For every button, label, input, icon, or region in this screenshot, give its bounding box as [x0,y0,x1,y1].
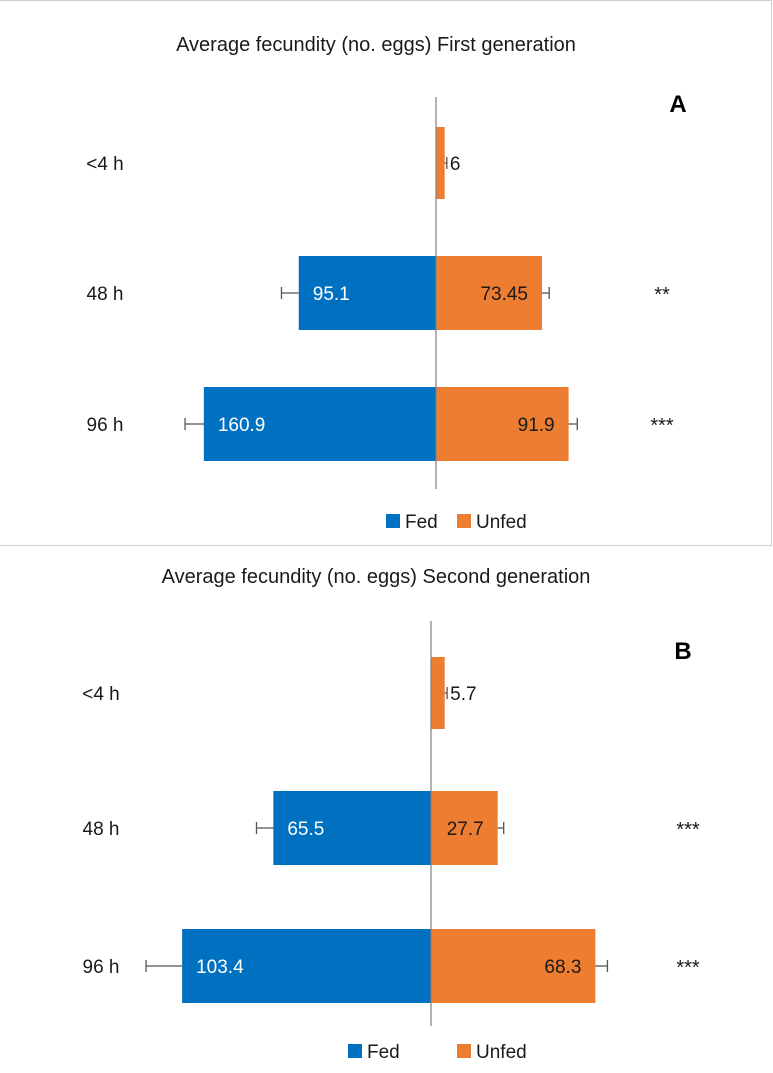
legend-swatch-unfed [457,514,471,528]
legend-swatch-fed [386,514,400,528]
legend-label-unfed: Unfed [476,1042,527,1063]
category-label: <4 h [82,684,120,705]
bar-fed [298,256,436,330]
panel-letter: A [669,91,686,118]
significance-marker: *** [650,415,674,437]
data-label-unfed: 6 [450,154,461,175]
data-label-unfed: 68.3 [544,957,581,978]
data-label-unfed: 73.45 [480,284,528,305]
bar-unfed [436,256,542,330]
legend-label-fed: Fed [367,1042,400,1063]
legend-label-fed: Fed [405,512,438,533]
data-label-fed: 65.5 [287,819,324,840]
significance-marker: *** [676,957,700,979]
data-label-fed: 160.9 [218,415,266,436]
chart-svg-b: Average fecundity (no. eggs) Second gene… [82,566,700,1063]
bar-fed [182,929,431,1003]
legend-swatch-fed [348,1044,362,1058]
bar-unfed [436,127,445,199]
category-label: <4 h [86,154,124,175]
chart-panel-a: Average fecundity (no. eggs) First gener… [0,0,772,545]
data-label-unfed: 91.9 [518,415,555,436]
category-label: 48 h [83,819,120,840]
chart-title: Average fecundity (no. eggs) Second gene… [162,566,591,588]
chart-title: Average fecundity (no. eggs) First gener… [176,34,576,56]
legend-label-unfed: Unfed [476,512,527,533]
data-label-unfed: 5.7 [450,684,476,705]
data-label-fed: 103.4 [196,957,244,978]
chart-marks: <4 h 6 48 h 95.1 73.45 ** 96 h 160.9 91.9 *** [86,97,674,489]
significance-marker: *** [676,819,700,841]
category-label: 96 h [87,415,124,436]
significance-marker: ** [654,284,670,306]
bar-fed [203,387,436,461]
bar-unfed [431,791,498,865]
panel-letter: B [674,638,691,665]
bar-unfed [431,929,596,1003]
bar-unfed [431,657,445,729]
category-label: 96 h [83,957,120,978]
chart-svg-a: Average fecundity (no. eggs) First gener… [86,34,686,533]
chart-panel-b: Average fecundity (no. eggs) Second gene… [0,545,772,1072]
category-label: 48 h [87,284,124,305]
data-label-unfed: 27.7 [447,819,484,840]
data-label-fed: 95.1 [313,284,350,305]
bar-unfed [436,387,569,461]
legend-swatch-unfed [457,1044,471,1058]
bar-fed [273,791,431,865]
chart-marks: <4 h 5.7 48 h 65.5 27.7 *** 96 h 103.4 68.3 *** [82,621,700,1026]
